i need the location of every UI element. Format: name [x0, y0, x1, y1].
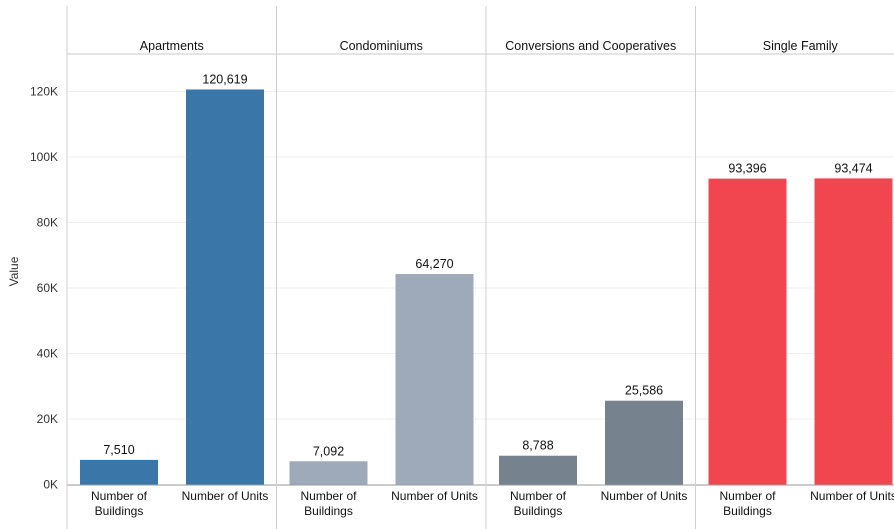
x-category-label: Number of Units: [810, 489, 894, 503]
x-category-label: Buildings: [723, 504, 772, 518]
y-tick-label: 40K: [37, 347, 58, 361]
panel-header: Conversions and Cooperatives: [505, 39, 676, 53]
bar: [395, 274, 474, 485]
x-category-label: Number of Units: [391, 489, 478, 503]
data-label: 93,396: [728, 162, 766, 176]
x-category-label: Number of Units: [601, 489, 688, 503]
x-category-label: Number of: [510, 489, 567, 503]
x-category-label: Number of: [91, 489, 148, 503]
data-label: 7,092: [313, 444, 344, 458]
bar: [708, 178, 787, 485]
bar: [605, 400, 683, 485]
data-label: 64,270: [415, 257, 453, 271]
data-label: 8,788: [522, 439, 553, 453]
bar: [80, 459, 158, 485]
bar: [499, 455, 577, 485]
panel-header: Apartments: [140, 39, 204, 53]
x-category-label: Number of: [719, 489, 776, 503]
data-label: 120,619: [202, 72, 247, 86]
panel-dividers: [66, 6, 894, 529]
panel-headers: Apartments Condominiums Conversions and Co…: [140, 39, 839, 53]
panel-header: Condominiums: [340, 39, 423, 53]
bar: [186, 89, 264, 485]
y-tick-label: 0K: [43, 478, 58, 492]
x-category-label: Number of Units: [182, 489, 269, 503]
data-label: 93,474: [834, 161, 872, 175]
y-axis: 0K 20K 40K 60K 80K 100K 120K: [30, 85, 58, 492]
x-category-label: Buildings: [514, 504, 563, 518]
bar: [814, 178, 893, 485]
x-category-label: Buildings: [304, 504, 353, 518]
y-tick-label: 100K: [30, 150, 58, 164]
panel-header: Single Family: [763, 39, 839, 53]
y-tick-label: 60K: [37, 281, 58, 295]
y-tick-label: 120K: [30, 85, 58, 99]
x-category-label: Buildings: [95, 504, 144, 518]
data-label: 25,586: [625, 384, 663, 398]
y-tick-label: 80K: [37, 216, 58, 230]
bars: [80, 89, 893, 485]
data-labels: 7,510 120,619 7,092 64,270 8,788 25,586 93,396…: [103, 72, 872, 458]
bar: [289, 461, 368, 485]
y-tick-label: 20K: [37, 412, 58, 426]
x-category-label: Number of: [300, 489, 357, 503]
data-label: 7,510: [103, 443, 134, 457]
y-axis-title: Value: [7, 256, 21, 286]
